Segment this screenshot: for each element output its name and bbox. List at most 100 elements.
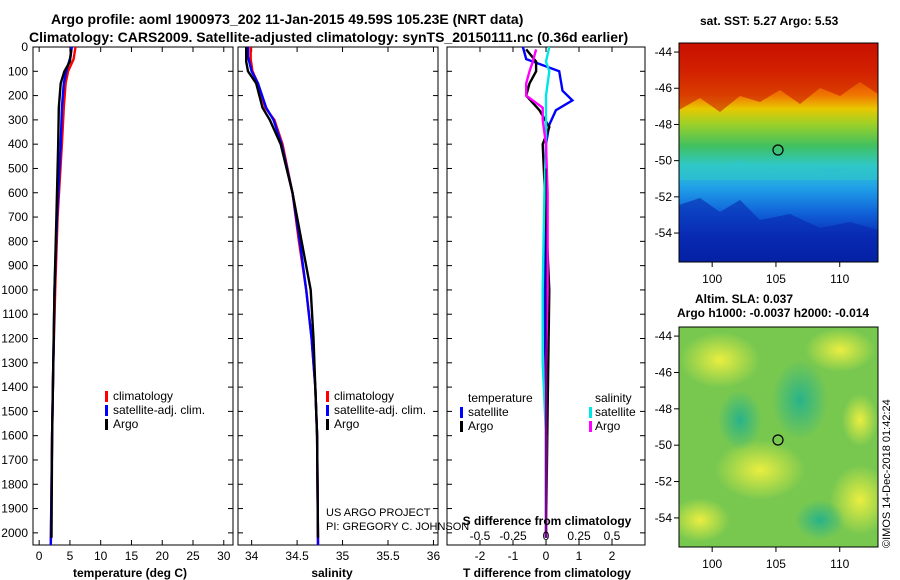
depth-tick-label: 800 — [8, 234, 28, 248]
difference-series-t-argo — [524, 48, 551, 538]
sst-lat-label: -50 — [655, 154, 673, 168]
temperature-legend-swatch — [105, 391, 108, 402]
sst-lon-label: 100 — [702, 272, 722, 286]
difference-series-t-satellite — [521, 46, 575, 538]
depth-tick-label: 900 — [8, 259, 28, 273]
diff-legend-swatch-sal — [589, 421, 592, 432]
diff-s-axis-label: S difference from climatology — [463, 514, 632, 528]
depth-tick-label: 1000 — [1, 283, 28, 297]
temperature-legend-swatch — [105, 405, 108, 416]
depth-tick-label: 700 — [8, 210, 28, 224]
depth-tick-label: 400 — [8, 137, 28, 151]
depth-tick-label: 1700 — [1, 453, 28, 467]
diff-legend-label-temp: Argo — [468, 419, 494, 433]
difference-series-s-argo — [525, 49, 549, 538]
temperature-x-tick-label: 0 — [36, 549, 43, 563]
diff-legend-label-sal: satellite — [595, 405, 636, 419]
temperature-x-label: temperature (deg C) — [73, 566, 187, 580]
depth-tick-label: 300 — [8, 113, 28, 127]
diff-legend-swatch-temp — [460, 421, 463, 432]
depth-axis-labels: 0 100 200 300 400 500 600 700 800 900 1000 1100 1200… — [1, 40, 28, 540]
temperature-plot-frame — [32, 46, 234, 546]
temperature-legend-label: climatology — [113, 389, 173, 403]
temperature-series-argo — [50, 49, 73, 538]
depth-tick-label: 600 — [8, 186, 28, 200]
sst-map: sat. SST: 5.27 Argo: 5.53 -44 -46 -48 -50 -5… — [655, 14, 879, 286]
sst-warm-front — [679, 43, 878, 112]
sla-lat-label: -48 — [655, 402, 673, 416]
header-line-2: Climatology: CARS2009. Satellite-adjuste… — [29, 29, 628, 45]
temperature-x-tick-label: 10 — [94, 549, 108, 563]
sla-lat-label: -50 — [655, 438, 673, 452]
salinity-profile-panel: 34 34.5 35 35.5 36 salinity climatologysatelli… — [237, 46, 440, 580]
depth-tick-label: 2000 — [1, 526, 28, 540]
temperature-x-tick-label: 30 — [217, 549, 231, 563]
salinity-x-tick-label: 34.5 — [285, 549, 309, 563]
sst-lat-label: -44 — [655, 45, 673, 59]
diff-legend-label-sal: Argo — [595, 419, 621, 433]
sst-lat-label: -48 — [655, 117, 673, 131]
sla-lon-label: 105 — [766, 557, 786, 571]
sla-lat-label: -44 — [655, 329, 673, 343]
salinity-legend-swatch — [326, 419, 329, 430]
temperature-x-tick-label: 15 — [125, 549, 139, 563]
salinity-series-satellite-adj-clim- — [246, 47, 320, 546]
depth-tick-label: 1800 — [1, 477, 28, 491]
sla-map: Altim. SLA: 0.037 Argo h1000: -0.0037 h2… — [655, 292, 879, 571]
depth-tick-label: 500 — [8, 161, 28, 175]
sst-lon-label: 105 — [766, 272, 786, 286]
diff-legend-label-temp: satellite — [468, 405, 509, 419]
salinity-legend-label: satellite-adj. clim. — [334, 403, 426, 417]
difference-profile-panel: -2 -1 0 1 2 T difference from climatology temp… — [446, 46, 646, 580]
difference-x-tick-label: 1 — [576, 549, 583, 563]
sst-map-title: sat. SST: 5.27 Argo: 5.53 — [700, 14, 839, 28]
salinity-legend-swatch — [326, 405, 329, 416]
argo-float-marker-sla — [772, 434, 784, 446]
salinity-plot-frame — [237, 46, 439, 546]
sst-map-y-ticks: -44 -46 -48 -50 -52 -54 — [655, 45, 679, 240]
temperature-profile-panel: 0 5 10 15 20 25 30 temperature (deg C) climatolo… — [32, 46, 234, 580]
diff-s-tick-label: 0.5 — [604, 529, 621, 543]
sst-map-x-ticks: 100 105 110 — [702, 262, 850, 286]
depth-tick-label: 100 — [8, 64, 28, 78]
salinity-x-label: salinity — [311, 566, 353, 580]
diff-s-tick-label: -0.25 — [499, 529, 527, 543]
sst-lon-label: 110 — [830, 272, 849, 286]
difference-x-label: T difference from climatology — [463, 566, 631, 580]
depth-tick-label: 1300 — [1, 356, 28, 370]
imos-timestamp: ©IMOS 14-Dec-2018 01:42:24 — [881, 399, 893, 548]
depth-tick-label: 0 — [21, 40, 28, 54]
sla-lat-label: -54 — [655, 511, 673, 525]
sla-map-x-ticks: 100 105 110 — [702, 547, 850, 571]
temperature-x-tick-label: 20 — [156, 549, 170, 563]
sst-lat-label: -46 — [655, 81, 673, 95]
salinity-x-tick-label: 34 — [245, 549, 259, 563]
depth-tick-label: 1100 — [2, 307, 28, 321]
temperature-legend-label: satellite-adj. clim. — [113, 403, 205, 417]
depth-tick-label: 1900 — [1, 502, 28, 516]
salinity-legend-label: climatology — [334, 389, 394, 403]
difference-x-tick-label: 2 — [609, 549, 616, 563]
temperature-legend-label: Argo — [113, 417, 139, 431]
salinity-x-tick-label: 35.5 — [376, 549, 400, 563]
header-line-1: Argo profile: aoml 1900973_202 11-Jan-20… — [51, 11, 523, 27]
difference-x-tick-label: -1 — [508, 549, 519, 563]
diff-legend-salinity-title: salinity — [595, 391, 632, 405]
depth-tick-label: 200 — [8, 89, 28, 103]
sst-cyan-band — [679, 160, 878, 180]
pi-credit: PI: GREGORY C. JOHNSON — [326, 521, 469, 533]
diff-legend-temperature-title: temperature — [468, 391, 533, 405]
depth-tick-label: 1400 — [1, 380, 28, 394]
difference-x-tick-label: 0 — [543, 549, 550, 563]
sla-map-y-ticks: -44 -46 -48 -50 -52 -54 — [655, 329, 679, 525]
depth-tick-label: 1200 — [1, 332, 28, 346]
sst-cold-tongue — [679, 198, 878, 262]
argo-float-marker — [772, 144, 784, 156]
project-credit: US ARGO PROJECT — [326, 507, 431, 519]
diff-legend-swatch-sal — [589, 407, 592, 418]
sla-lon-label: 110 — [830, 557, 849, 571]
salinity-series-argo — [245, 47, 320, 538]
temperature-legend-swatch — [105, 419, 108, 430]
diff-legend-swatch-temp — [460, 407, 463, 418]
